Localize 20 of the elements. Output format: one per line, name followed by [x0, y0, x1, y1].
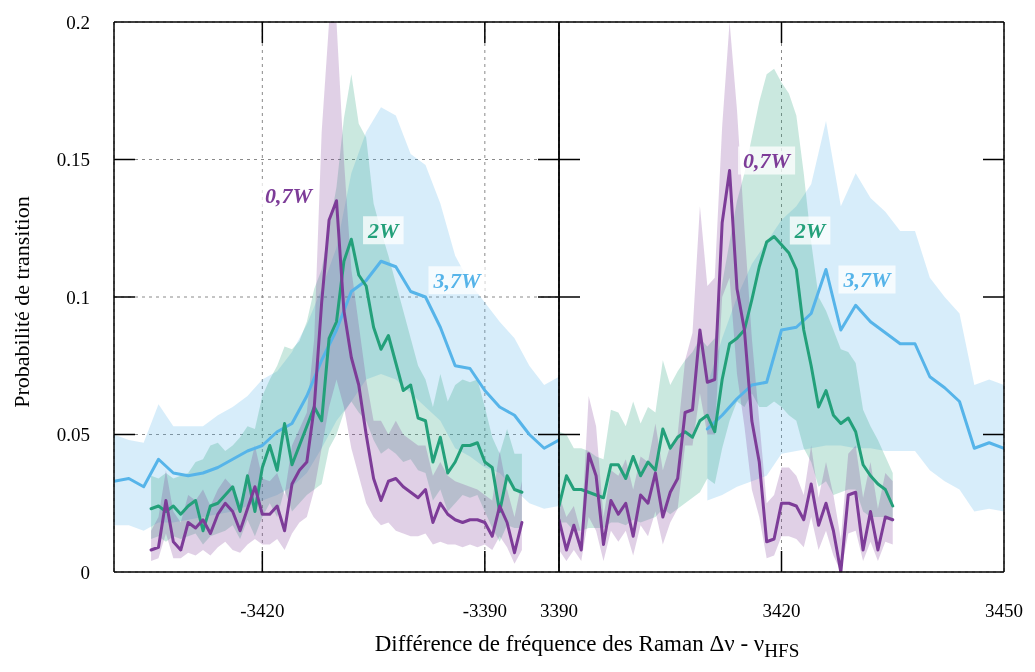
series-label: 2W [793, 218, 827, 244]
series-label: 0,7W [264, 183, 314, 209]
x-tick-label: 3420 [762, 600, 801, 622]
series-label: 3,7W [842, 267, 892, 293]
x-axis-title: Différence de fréquence des Raman Δν - ν$_{HFS}$ [373, 630, 801, 663]
series-label: 2W [367, 217, 401, 243]
series-label: 0,7W [743, 148, 792, 174]
y-tick-label: 0 [80, 561, 90, 583]
x-tick-label: -3390 [462, 600, 507, 622]
x-tick-label: 3450 [985, 600, 1023, 622]
series-label: 3,7W [432, 267, 482, 293]
y-tick-label: 0.1 [66, 286, 90, 308]
y-tick-label: 0.05 [56, 424, 90, 446]
x-tick-label: 3390 [540, 600, 578, 622]
y-tick-label: 0.15 [56, 149, 90, 171]
y-axis-title: Probabilité de transition [9, 196, 35, 408]
y-tick-label: 0.2 [66, 11, 90, 33]
x-tick-label: -3420 [240, 600, 285, 622]
line-series [149, 237, 524, 533]
line-series [114, 259, 559, 489]
